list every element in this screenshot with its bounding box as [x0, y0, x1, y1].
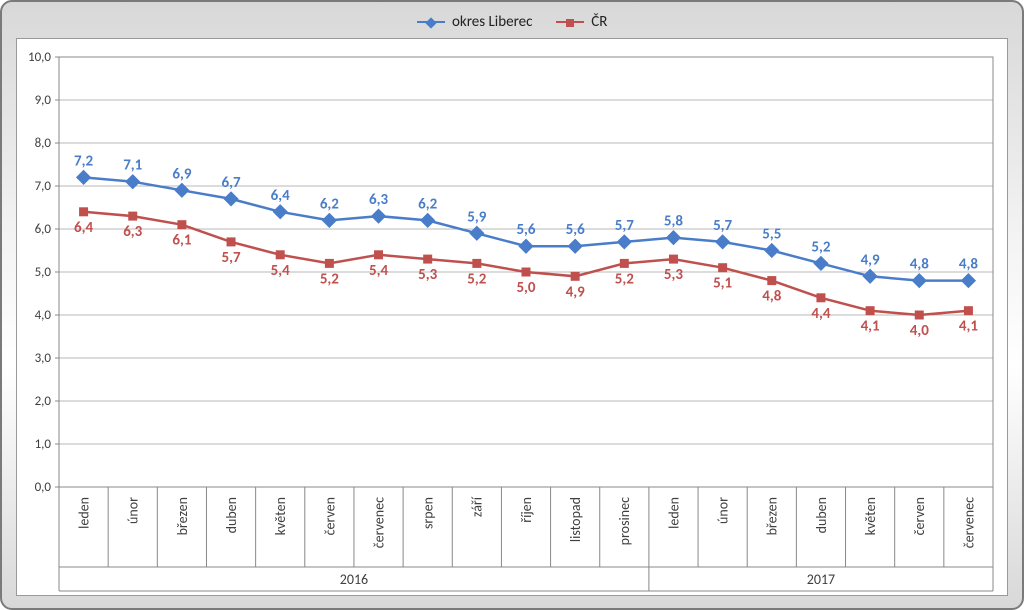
svg-text:červen: červen: [911, 497, 928, 535]
svg-text:září: září: [469, 496, 486, 517]
svg-text:2017: 2017: [807, 571, 835, 588]
legend-label-liberec: okres Liberec: [452, 13, 532, 31]
svg-text:5,3: 5,3: [664, 266, 683, 284]
svg-text:únor: únor: [125, 497, 142, 524]
svg-text:5,0: 5,0: [35, 265, 52, 280]
svg-text:6,3: 6,3: [123, 223, 142, 241]
svg-text:4,9: 4,9: [566, 283, 585, 301]
svg-text:7,2: 7,2: [74, 152, 93, 170]
svg-text:4,1: 4,1: [959, 318, 978, 336]
chart-frame: okres Liberec ČR 0,0 1,0 2,0 3,0 4,0 5,0 6,0 7,…: [0, 0, 1024, 610]
svg-text:9,0: 9,0: [35, 93, 52, 108]
legend-item-liberec: okres Liberec: [417, 10, 533, 34]
svg-text:červenec: červenec: [370, 497, 387, 548]
svg-text:2,0: 2,0: [35, 394, 52, 409]
svg-text:5,4: 5,4: [369, 262, 388, 280]
svg-text:0,0: 0,0: [35, 480, 52, 495]
svg-text:duben: duben: [223, 497, 240, 533]
svg-text:3,0: 3,0: [35, 351, 52, 366]
svg-text:5,6: 5,6: [566, 221, 585, 239]
svg-text:leden: leden: [75, 497, 92, 529]
svg-text:březen: březen: [764, 497, 781, 535]
svg-text:listopad: listopad: [567, 497, 584, 542]
svg-text:6,4: 6,4: [271, 187, 290, 205]
svg-text:prosinec: prosinec: [616, 497, 633, 545]
svg-text:6,2: 6,2: [418, 195, 437, 213]
svg-text:4,0: 4,0: [910, 322, 929, 340]
svg-text:červenec: červenec: [960, 497, 977, 548]
svg-text:duben: duben: [813, 497, 830, 533]
legend: okres Liberec ČR: [14, 10, 1010, 34]
svg-text:5,7: 5,7: [713, 217, 732, 235]
svg-text:7,1: 7,1: [123, 157, 142, 175]
svg-text:4,8: 4,8: [959, 256, 978, 274]
svg-text:4,9: 4,9: [861, 251, 880, 269]
svg-text:5,2: 5,2: [320, 270, 339, 288]
svg-text:4,8: 4,8: [910, 256, 929, 274]
svg-text:6,2: 6,2: [320, 195, 339, 213]
svg-text:1,0: 1,0: [35, 437, 52, 452]
svg-text:5,2: 5,2: [615, 270, 634, 288]
svg-text:6,9: 6,9: [172, 165, 191, 183]
svg-text:květen: květen: [862, 497, 879, 535]
svg-text:únor: únor: [715, 497, 732, 524]
svg-text:5,2: 5,2: [811, 238, 830, 256]
legend-item-cr: ČR: [556, 10, 608, 34]
svg-text:4,4: 4,4: [811, 305, 830, 323]
svg-text:7,0: 7,0: [35, 179, 52, 194]
svg-text:5,3: 5,3: [418, 266, 437, 284]
svg-text:březen: březen: [174, 497, 191, 535]
svg-text:4,1: 4,1: [861, 318, 880, 336]
plot-area: 0,0 1,0 2,0 3,0 4,0 5,0 6,0 7,0 8,0 9,0 10,0 leden ú…: [16, 38, 1008, 596]
legend-swatch-cr: [556, 21, 584, 23]
svg-text:5,7: 5,7: [615, 217, 634, 235]
svg-text:8,0: 8,0: [35, 136, 52, 151]
svg-text:4,8: 4,8: [762, 288, 781, 306]
legend-swatch-liberec: [417, 21, 445, 23]
svg-text:5,2: 5,2: [467, 270, 486, 288]
svg-text:5,9: 5,9: [467, 208, 486, 226]
svg-text:5,7: 5,7: [222, 249, 241, 267]
line-chart-svg: 0,0 1,0 2,0 3,0 4,0 5,0 6,0 7,0 8,0 9,0 10,0 leden ú…: [17, 39, 1007, 595]
svg-text:2016: 2016: [340, 571, 368, 588]
svg-text:říjen: říjen: [518, 497, 535, 523]
svg-text:5,0: 5,0: [516, 279, 535, 297]
svg-text:6,1: 6,1: [172, 232, 191, 250]
svg-text:5,8: 5,8: [664, 213, 683, 231]
svg-text:červen: červen: [321, 497, 338, 535]
svg-text:5,1: 5,1: [713, 275, 732, 293]
svg-text:6,4: 6,4: [74, 219, 93, 237]
svg-text:6,3: 6,3: [369, 191, 388, 209]
legend-label-cr: ČR: [591, 13, 607, 31]
svg-text:květen: květen: [272, 497, 289, 535]
svg-text:leden: leden: [665, 497, 682, 529]
svg-text:5,4: 5,4: [271, 262, 290, 280]
svg-text:4,0: 4,0: [35, 308, 52, 323]
svg-text:srpen: srpen: [420, 497, 437, 529]
svg-text:6,7: 6,7: [222, 174, 241, 192]
svg-text:6,0: 6,0: [35, 222, 52, 237]
svg-text:5,6: 5,6: [516, 221, 535, 239]
svg-text:5,5: 5,5: [762, 226, 781, 244]
svg-text:10,0: 10,0: [28, 50, 51, 65]
